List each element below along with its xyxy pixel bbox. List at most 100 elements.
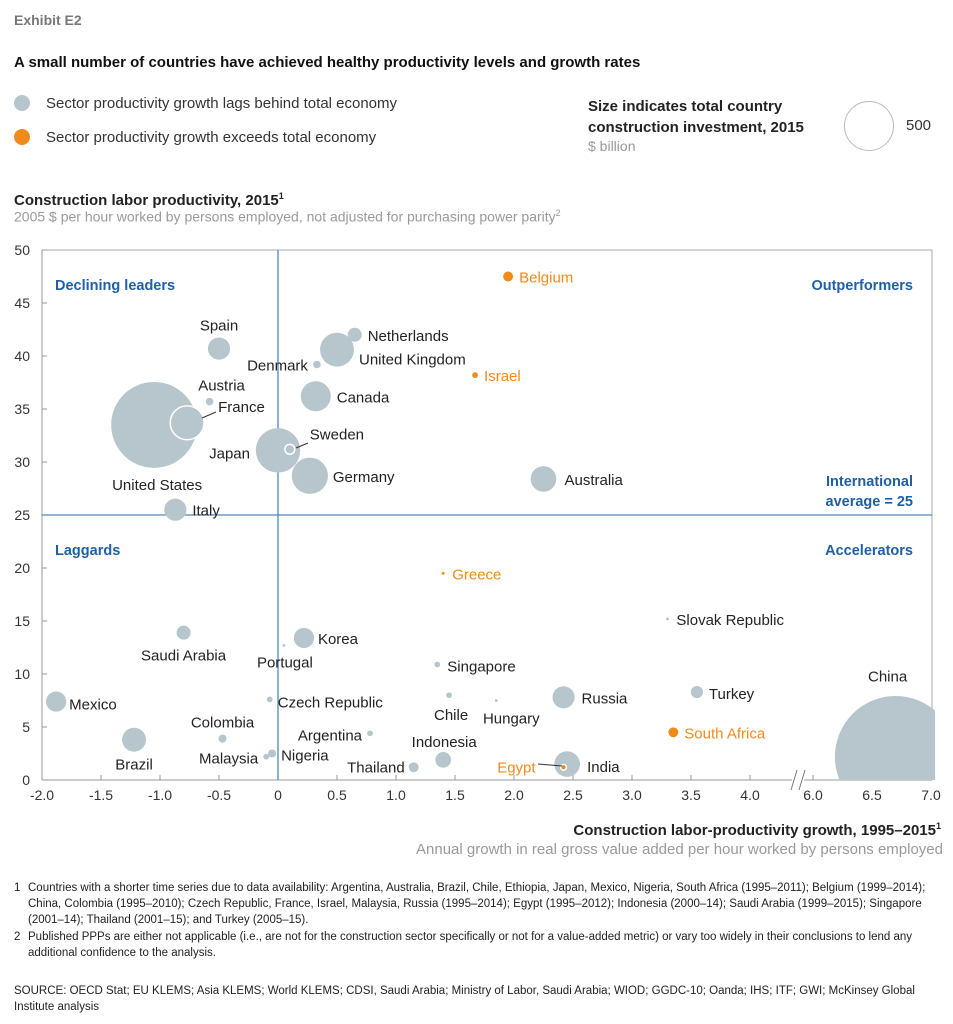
x-tick-label: -0.5 [207, 787, 231, 803]
bubble-canada [300, 381, 331, 412]
y-tick-label: 45 [14, 295, 30, 311]
country-label: Malaysia [199, 751, 259, 768]
bubble-indonesia [435, 752, 452, 768]
country-label: Saudi Arabia [141, 648, 227, 665]
exhibit-label: Exhibit E2 [14, 12, 82, 28]
bubble-slovak-republic [665, 617, 669, 621]
footnote-text: Countries with a shorter time series due… [28, 882, 926, 926]
bubble-turkey [690, 685, 703, 699]
country-label: Belgium [519, 270, 573, 287]
bubble-chile [446, 692, 452, 699]
label-leader-line [537, 763, 563, 767]
bubble-egypt [559, 763, 568, 771]
bubble-belgium [503, 271, 514, 282]
label-leader-line [295, 442, 309, 449]
bubble-italy [164, 498, 187, 521]
bubble-denmark [313, 360, 321, 369]
bubble-greece [441, 571, 445, 575]
size-legend-title: Size indicates total country constructio… [588, 96, 804, 138]
bubble-india [554, 751, 580, 777]
country-label: Hungary [483, 711, 540, 728]
size-legend-unit: $ billion [588, 138, 636, 154]
country-label: Czech Republic [278, 694, 384, 711]
country-label: Chile [434, 707, 468, 724]
axis-break-mark [798, 769, 806, 791]
footnote-text: Published PPPs are either not applicable… [28, 931, 913, 959]
y-axis-title: Construction labor productivity, 20151 [14, 191, 284, 209]
country-label: Russia [582, 690, 629, 707]
bubble-korea [293, 627, 315, 649]
y-tick-label: 5 [22, 719, 30, 735]
country-label: South Africa [684, 725, 766, 742]
footnote-number: 2 [14, 931, 21, 943]
country-label: Korea [318, 631, 359, 648]
country-label: Denmark [247, 357, 308, 374]
country-label: India [587, 759, 620, 776]
country-label: Argentina [298, 727, 363, 744]
label-leader-line [201, 411, 217, 419]
x-axis-title: Construction labor-productivity growth, … [573, 821, 941, 839]
country-label: China [868, 669, 908, 686]
quadrant-label-top-right: Outperformers [811, 278, 913, 294]
bubble-china [834, 695, 935, 780]
x-tick-label: 3.5 [681, 787, 701, 803]
country-label: Indonesia [412, 734, 478, 751]
source-note: SOURCE: OECD Stat; EU KLEMS; Asia KLEMS;… [14, 985, 915, 1013]
bubble-czech-republic [266, 696, 273, 703]
x-tick-label: 3.0 [622, 787, 642, 803]
country-label: Thailand [347, 759, 405, 776]
y-tick-label: 0 [22, 772, 30, 788]
bubble-brazil [122, 727, 147, 752]
country-label: Canada [337, 389, 390, 406]
country-label: Austria [198, 378, 245, 395]
country-label: France [218, 399, 265, 416]
x-tick-label: 2.0 [504, 787, 524, 803]
y-tick-label: 10 [14, 666, 30, 682]
international-average-label: International [826, 474, 913, 490]
y-tick-label: 20 [14, 560, 30, 576]
y-axis-title-sup: 1 [278, 191, 284, 201]
x-axis-subtitle: Annual growth in real gross value added … [416, 841, 943, 858]
country-label: Netherlands [368, 328, 449, 345]
bubble-thailand [408, 762, 419, 773]
country-label: Germany [333, 469, 395, 486]
x-tick-label: 1.5 [445, 787, 465, 803]
bubble-israel [472, 372, 478, 378]
bubbles-group [46, 271, 935, 780]
country-label: Sweden [310, 426, 364, 443]
size-legend-value: 500 [906, 117, 932, 134]
footnote-number: 1 [14, 882, 21, 894]
x-tick-label: -1.0 [148, 787, 172, 803]
quadrant-label-bottom-left: Laggards [55, 543, 120, 559]
bubble-russia [552, 686, 575, 709]
y-axis-subtitle-text: 2005 $ per hour worked by persons employ… [14, 208, 556, 225]
bubble-argentina [367, 730, 373, 737]
size-legend-circle [844, 101, 894, 151]
bubble-south-africa [668, 727, 679, 738]
bubble-australia [530, 466, 557, 492]
country-label: United Kingdom [359, 352, 466, 369]
country-label: Turkey [709, 686, 755, 703]
bubble-mexico [46, 691, 67, 712]
axis-break-mark [790, 769, 798, 791]
country-label: Colombia [191, 715, 255, 732]
bubble-united-kingdom [320, 332, 354, 367]
country-label: Italy [192, 503, 220, 520]
x-tick-label: -2.0 [30, 787, 54, 803]
x-tick-label: 7.0 [921, 787, 941, 803]
x-tick-label: 0.5 [327, 787, 347, 803]
bubble-singapore [434, 661, 441, 668]
y-tick-label: 40 [14, 348, 30, 364]
country-label: Australia [565, 472, 624, 489]
bubble-austria [205, 397, 214, 406]
y-tick-label: 35 [14, 401, 30, 417]
bubble-united-states [111, 381, 198, 468]
quadrant-label-bottom-right: Accelerators [825, 543, 913, 559]
y-tick-label: 50 [14, 242, 30, 258]
country-label: Spain [200, 318, 238, 335]
country-label: Egypt [497, 759, 536, 776]
y-axis-subtitle-sup: 2 [555, 208, 561, 218]
y-tick-label: 25 [14, 507, 30, 523]
size-legend-line1: Size indicates total country [588, 98, 783, 115]
